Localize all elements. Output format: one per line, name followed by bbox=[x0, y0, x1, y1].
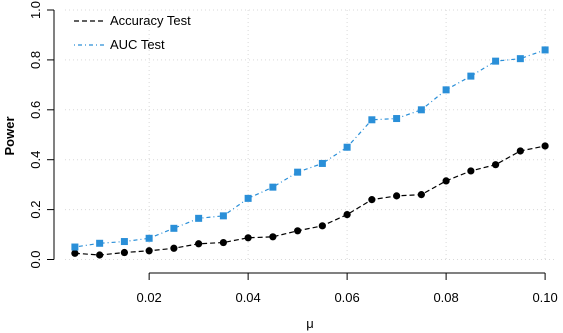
point-1-10 bbox=[318, 159, 326, 167]
point-0-7 bbox=[244, 234, 252, 242]
point-0-11 bbox=[343, 210, 351, 219]
point-0-6 bbox=[219, 238, 227, 247]
point-1-18 bbox=[516, 55, 524, 63]
point-1-15 bbox=[442, 86, 450, 94]
y-tick-label-5: 1.0 bbox=[28, 1, 43, 19]
point-0-5 bbox=[195, 240, 203, 248]
point-0-9 bbox=[294, 227, 302, 235]
point-1-2 bbox=[120, 238, 128, 246]
point-1-19 bbox=[541, 46, 549, 54]
ticks: 0.02 0.04 0.06 0.08 0.10 0.0 0.2 0.4 0.6 0.8 1.0 bbox=[28, 1, 558, 305]
series-1 bbox=[71, 46, 549, 251]
point-1-7 bbox=[244, 194, 252, 202]
point-1-6 bbox=[219, 212, 227, 220]
y-tick-label-2: 0.4 bbox=[28, 151, 43, 169]
point-1-5 bbox=[195, 214, 203, 222]
series-line-1 bbox=[74, 49, 546, 248]
y-tick-label-4: 0.8 bbox=[28, 51, 43, 69]
point-0-12 bbox=[368, 196, 376, 204]
point-0-1 bbox=[96, 251, 104, 259]
point-1-4 bbox=[170, 224, 178, 232]
legend-label-auc: AUC Test bbox=[110, 37, 165, 52]
point-1-8 bbox=[269, 183, 277, 191]
point-1-11 bbox=[343, 143, 351, 151]
point-1-13 bbox=[393, 115, 401, 123]
point-0-17 bbox=[492, 161, 500, 169]
grid bbox=[65, 9, 555, 262]
x-tick-label-1: 0.04 bbox=[235, 290, 260, 305]
point-1-0 bbox=[71, 243, 79, 251]
x-axis-title: μ bbox=[306, 316, 314, 331]
point-0-15 bbox=[442, 177, 450, 185]
x-tick-label-2: 0.06 bbox=[334, 290, 359, 305]
point-1-1 bbox=[96, 239, 104, 247]
point-0-19 bbox=[541, 142, 549, 150]
x-tick-label-0: 0.02 bbox=[136, 290, 161, 305]
point-0-18 bbox=[516, 147, 524, 155]
point-0-8 bbox=[269, 233, 277, 241]
point-0-16 bbox=[467, 167, 475, 175]
point-0-3 bbox=[145, 247, 153, 255]
point-0-2 bbox=[120, 248, 128, 257]
point-1-12 bbox=[368, 116, 376, 124]
point-1-3 bbox=[145, 234, 153, 242]
y-axis-title: Power bbox=[2, 116, 17, 155]
series bbox=[71, 46, 549, 259]
point-1-16 bbox=[467, 72, 475, 80]
point-0-4 bbox=[170, 244, 178, 252]
series-0 bbox=[71, 142, 549, 259]
y-tick-label-3: 0.6 bbox=[28, 101, 43, 119]
x-tick-label-4: 0.10 bbox=[532, 290, 557, 305]
point-1-9 bbox=[294, 168, 302, 176]
legend-label-accuracy: Accuracy Test bbox=[110, 13, 191, 28]
point-1-17 bbox=[492, 57, 500, 65]
y-tick-label-0: 0.0 bbox=[28, 250, 43, 268]
point-1-14 bbox=[417, 106, 425, 114]
point-0-13 bbox=[393, 192, 401, 200]
x-tick-label-3: 0.08 bbox=[433, 290, 458, 305]
point-0-10 bbox=[318, 222, 326, 230]
y-tick-label-1: 0.2 bbox=[28, 201, 43, 219]
point-0-14 bbox=[417, 191, 425, 199]
legend: Accuracy Test AUC Test bbox=[74, 13, 191, 52]
point-0-0 bbox=[71, 249, 79, 257]
